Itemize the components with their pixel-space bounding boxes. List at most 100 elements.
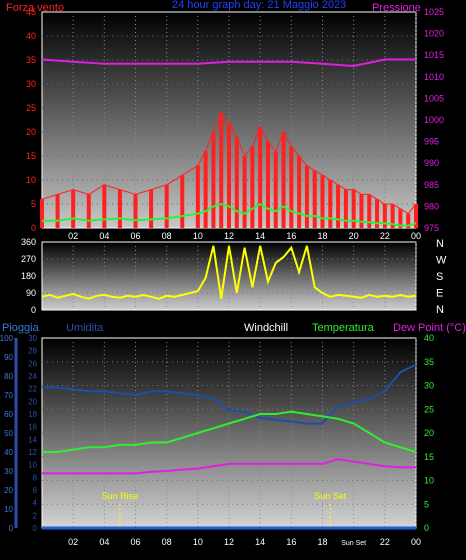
temperature-label: Temperatura (312, 322, 375, 334)
rain-tick: 60 (4, 410, 13, 419)
temperature-tick: 35 (424, 357, 434, 367)
wind-speed-tick: 40 (26, 31, 36, 41)
compass-label: E (436, 288, 443, 300)
wind-x-tick: 04 (99, 231, 109, 241)
temperature-tick: 20 (424, 428, 434, 438)
wind-x-tick: 20 (349, 231, 359, 241)
pressure-axis-label: Pressione (372, 2, 421, 14)
rain-tick: 90 (4, 353, 13, 362)
rain-tick: 70 (4, 391, 13, 400)
compass-label: N (436, 304, 444, 316)
pressure-tick: 995 (424, 137, 439, 147)
pressure-tick: 1000 (424, 115, 444, 125)
wind-direction-series (41, 245, 417, 300)
dewpoint-label: Dew Point (°C) (393, 322, 466, 334)
humidity-tick: 4 (33, 499, 38, 508)
temp-x-tick: 02 (68, 537, 78, 547)
humidity-tick: 24 (28, 372, 37, 381)
humidity-tick: 26 (28, 359, 37, 368)
temp-x-tick: 08 (162, 537, 172, 547)
humidity-tick: 18 (28, 410, 37, 419)
compass-label: N (436, 238, 444, 250)
pressure-tick: 985 (424, 180, 439, 190)
temperature-line (42, 410, 417, 453)
wind-speed-tick: 35 (26, 55, 36, 65)
humidity-tick: 14 (28, 435, 37, 444)
wind-speed-tick: 30 (26, 79, 36, 89)
direction-tick: 90 (26, 288, 36, 298)
pressure-tick: 1020 (424, 29, 444, 39)
direction-tick: 180 (21, 271, 36, 281)
humidity-line (42, 363, 417, 425)
temperature-tick: 40 (424, 333, 434, 343)
humidity-tick: 8 (33, 473, 38, 482)
rain-tick: 100 (0, 334, 14, 343)
temp-x-tick: 04 (99, 537, 109, 547)
humidity-tick: 30 (28, 334, 37, 343)
humidity-axis-label: Umidita (66, 322, 104, 334)
wind-x-tick: 12 (224, 231, 234, 241)
temperature-tick: 30 (424, 381, 434, 391)
pressure-tick: 1005 (424, 93, 444, 103)
direction-grid (42, 242, 417, 310)
direction-tick: 360 (21, 237, 36, 247)
wind-speed-tick: 20 (26, 127, 36, 137)
compass-label: S (436, 271, 443, 283)
temperature-tick: 0 (424, 523, 429, 533)
pressure-tick: 1010 (424, 72, 444, 82)
temp-x-tick: 14 (255, 537, 265, 547)
pressure-line (41, 58, 416, 68)
wind-speed-tick: 10 (26, 175, 36, 185)
compass-label: W (436, 255, 447, 267)
humidity-tick: 28 (28, 347, 37, 356)
direction-tick: 0 (31, 305, 36, 315)
wind-gust-line (41, 111, 417, 215)
rain-tick: 0 (9, 524, 14, 533)
temperature-tick: 10 (424, 476, 434, 486)
rain-tick: 80 (4, 372, 13, 381)
pressure-tick: 1025 (424, 7, 444, 17)
pressure-tick: 980 (424, 201, 439, 211)
wind-x-tick: 16 (286, 231, 296, 241)
temp-x-tick: 06 (130, 537, 140, 547)
average-wind-line (42, 202, 417, 227)
pressure-tick: 975 (424, 223, 439, 233)
chart-title: 24 hour graph day: 21 Maggio 2023 (172, 0, 346, 11)
windchill-label: Windchill (244, 322, 288, 334)
sun-annotations: Sun Rise Sun Set (102, 491, 347, 528)
wind-x-tick: 08 (162, 231, 172, 241)
temp-humidity-plot-area (41, 337, 417, 529)
wind-speed-tick: 15 (26, 151, 36, 161)
wind-x-axis: 02 04 06 08 10 12 14 16 18 20 22 00 (68, 231, 421, 241)
temp-x-tick: 00 (411, 537, 421, 547)
temp-x-tick: 16 (286, 537, 296, 547)
rain-axis-label: Pioggia (2, 322, 40, 334)
wind-x-tick: 02 (68, 231, 78, 241)
wind-speed-tick: 0 (31, 223, 36, 233)
wind-x-tick: 06 (130, 231, 140, 241)
wind-x-tick: 22 (380, 231, 390, 241)
direction-axis: 360 270 180 90 0 (21, 237, 36, 315)
dewpoint-line (42, 458, 416, 475)
rain-tick: 50 (4, 429, 13, 438)
temp-humidity-series (42, 363, 417, 530)
rain-axis: 0 10 20 30 40 50 60 70 80 90 100 (0, 334, 18, 533)
humidity-tick: 10 (28, 461, 37, 470)
wind-x-tick: 10 (193, 231, 203, 241)
wind-direction-line (41, 245, 417, 300)
wind-speed-axis-label: Forza vento (6, 2, 64, 14)
humidity-tick: 2 (33, 511, 38, 520)
direction-tick: 270 (21, 254, 36, 264)
pressure-tick: 990 (424, 158, 439, 168)
rain-tick: 30 (4, 467, 13, 476)
humidity-tick: 0 (33, 524, 38, 533)
humidity-tick: 20 (28, 397, 37, 406)
pressure-axis: 975 980 985 990 995 1000 1005 1010 1015 1020 1025 (424, 7, 444, 233)
sun-rise-label: Sun Rise (102, 491, 139, 501)
rain-tick: 10 (4, 505, 13, 514)
temperature-tick: 25 (424, 404, 434, 414)
temp-x-tick: Sun Set (341, 540, 366, 547)
